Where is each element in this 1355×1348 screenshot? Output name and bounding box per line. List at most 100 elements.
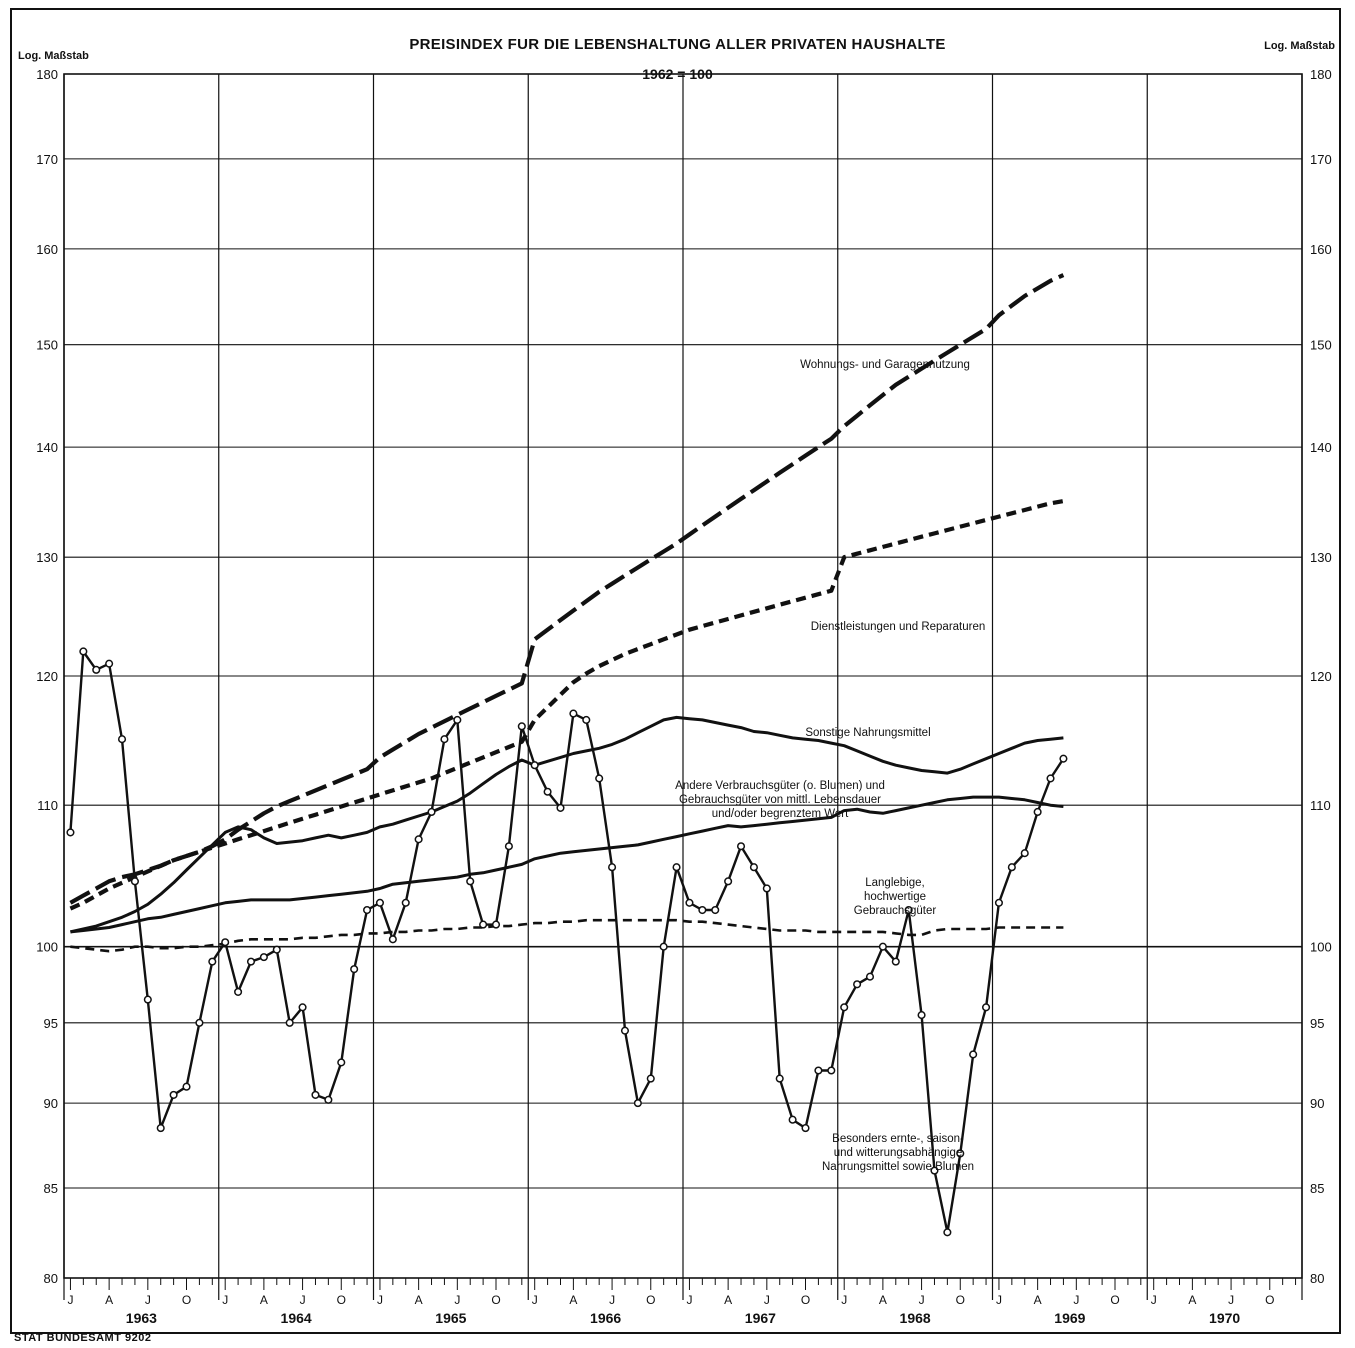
month-label: J: [1228, 1293, 1234, 1307]
data-point: [414, 835, 423, 844]
y-tick-label-left: 180: [36, 67, 58, 82]
month-label: O: [337, 1293, 346, 1307]
data-point: [195, 1018, 204, 1027]
data-point: [324, 1095, 333, 1104]
year-label: 1963: [126, 1310, 157, 1326]
data-point: [246, 957, 256, 966]
y-tick-label-left: 100: [36, 940, 58, 955]
data-point: [724, 877, 733, 886]
month-label: J: [67, 1293, 73, 1307]
month-label: O: [646, 1293, 655, 1307]
data-point: [736, 842, 746, 851]
month-label: A: [879, 1293, 887, 1307]
y-tick-label-left: 130: [36, 550, 58, 565]
series-annotation: Wohnungs- und Garagennutzung: [800, 359, 970, 371]
month-label: J: [919, 1293, 925, 1307]
data-point: [311, 1090, 320, 1099]
y-tick-label-left: 140: [36, 440, 58, 455]
month-label: J: [532, 1293, 538, 1307]
series-line-5: [70, 918, 1064, 953]
series-annotation: Gebrauchsgüter von mittl. Lebensdauer: [679, 794, 881, 806]
month-label: A: [1034, 1293, 1042, 1307]
month-label: J: [764, 1293, 770, 1307]
data-point: [672, 863, 681, 872]
data-point: [917, 1011, 926, 1020]
y-tick-label-right: 85: [1310, 1181, 1324, 1196]
y-tick-label-right: 180: [1310, 67, 1332, 82]
data-point: [711, 905, 720, 915]
scale-label-right: Log. Maßstab: [1264, 40, 1335, 52]
month-label: J: [1073, 1293, 1079, 1307]
y-tick-label-right: 170: [1310, 152, 1332, 167]
month-label: A: [415, 1293, 423, 1307]
series-annotation: Andere Verbrauchsgüter (o. Blumen) und: [675, 780, 885, 792]
series-line-2: [69, 499, 1064, 911]
data-point: [620, 1026, 630, 1035]
series-annotation: hochwertige: [864, 891, 926, 903]
data-point: [453, 715, 462, 724]
data-point: [79, 647, 88, 656]
data-point: [130, 877, 139, 886]
data-point: [878, 942, 887, 951]
y-tick-label-right: 95: [1310, 1016, 1324, 1031]
data-point: [105, 659, 114, 668]
month-label: O: [1110, 1293, 1119, 1307]
y-tick-label-right: 80: [1310, 1271, 1324, 1286]
year-label: 1970: [1209, 1310, 1240, 1326]
data-point: [117, 735, 127, 744]
y-tick-label-left: 90: [44, 1096, 58, 1111]
data-point: [221, 938, 230, 947]
data-point: [994, 898, 1003, 907]
data-point: [1007, 863, 1016, 872]
month-label: A: [569, 1293, 577, 1307]
series-annotation: Gebrauchsgüter: [854, 905, 937, 917]
data-point: [827, 1066, 836, 1075]
data-point: [479, 920, 488, 929]
data-point: [943, 1228, 952, 1237]
data-point: [169, 1090, 178, 1099]
data-point: [491, 920, 501, 929]
data-point: [337, 1058, 346, 1067]
data-point: [801, 1124, 810, 1133]
data-point: [633, 1099, 642, 1108]
month-label: J: [145, 1293, 151, 1307]
series-annotation: und witterungsabhängige: [834, 1147, 963, 1159]
data-point: [982, 1003, 991, 1012]
y-tick-label-right: 90: [1310, 1096, 1324, 1111]
series-annotation: Dienstleistungen und Reparaturen: [811, 621, 986, 633]
month-label: A: [105, 1293, 113, 1307]
data-point: [350, 965, 359, 974]
chart-title: PREISINDEX FUR DIE LEBENSHALTUNG ALLER P…: [409, 36, 946, 53]
data-point: [427, 807, 436, 817]
data-point: [182, 1082, 191, 1091]
data-point: [363, 905, 372, 915]
data-point: [401, 898, 410, 907]
data-point: [814, 1066, 823, 1075]
series-annotation: Nahrungsmittel sowie Blumen: [822, 1161, 974, 1173]
chart-frame: [10, 8, 1341, 1334]
data-point: [1020, 849, 1029, 858]
year-label: 1968: [900, 1310, 931, 1326]
month-label: O: [956, 1293, 965, 1307]
data-point: [956, 1149, 965, 1158]
data-point: [1059, 754, 1068, 763]
data-point: [1046, 774, 1055, 783]
y-tick-label-right: 110: [1310, 798, 1331, 813]
y-tick-label-left: 110: [37, 798, 58, 813]
y-tick-label-right: 140: [1310, 440, 1332, 455]
series-annotation: Besonders ernte-, saison-: [832, 1133, 964, 1145]
data-point: [143, 995, 152, 1004]
month-label: O: [801, 1293, 810, 1307]
data-point: [698, 905, 707, 915]
month-label: J: [841, 1293, 847, 1307]
data-point: [749, 863, 758, 872]
data-point: [234, 987, 243, 996]
data-point: [517, 722, 526, 731]
data-point: [788, 1115, 797, 1124]
series-line-1: [69, 273, 1065, 905]
y-tick-label-right: 100: [1310, 940, 1332, 955]
data-point: [659, 942, 668, 951]
data-point: [543, 787, 552, 796]
source-label: STAT BUNDESAMT 9202: [14, 1332, 152, 1344]
month-label: A: [260, 1293, 268, 1307]
